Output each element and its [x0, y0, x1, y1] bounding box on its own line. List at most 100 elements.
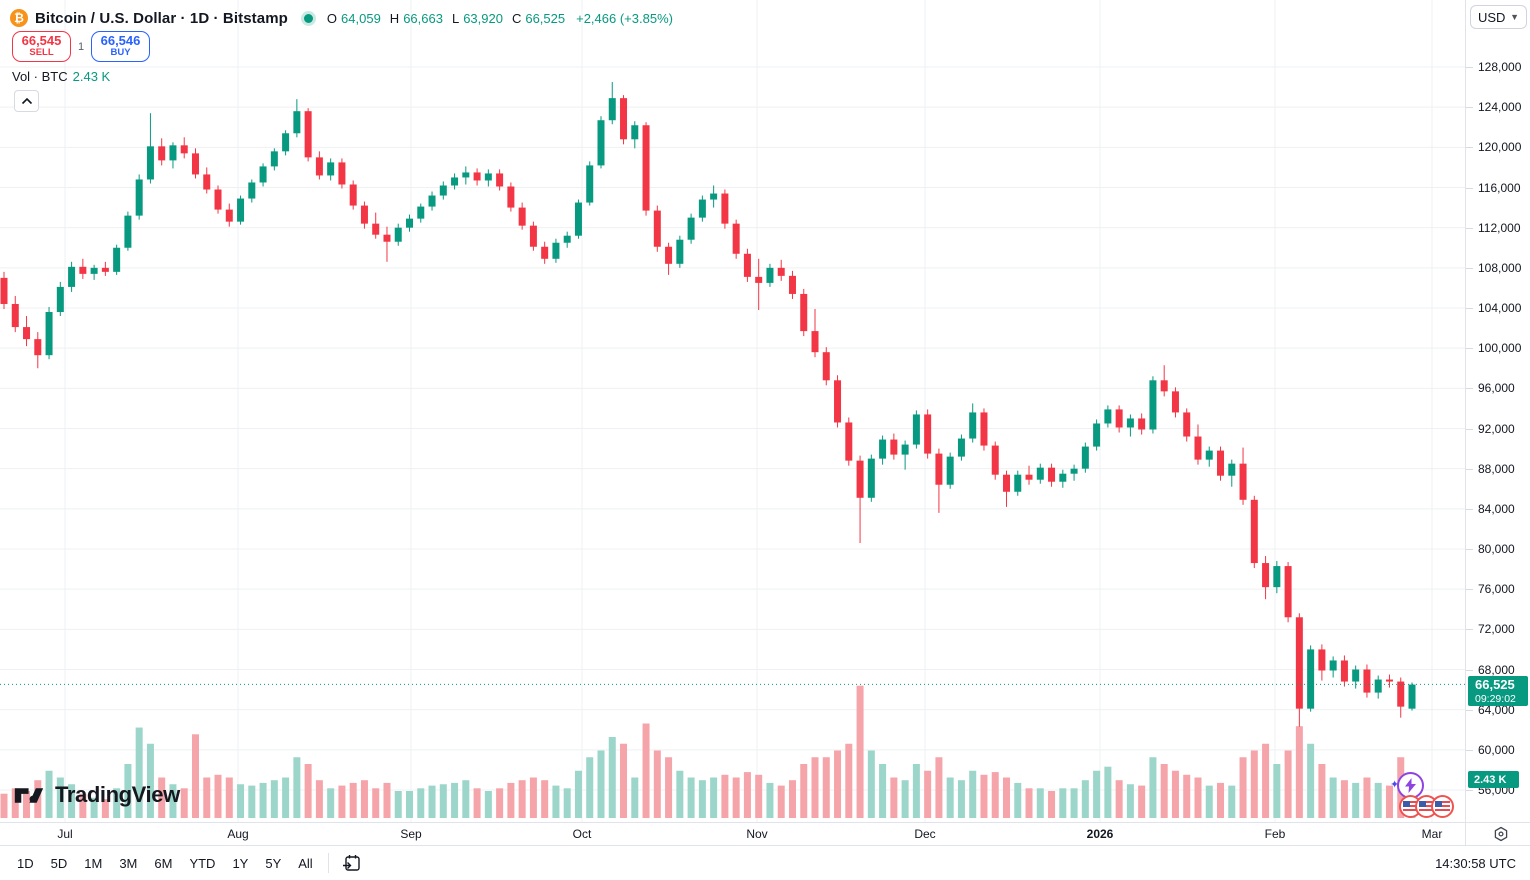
- volume-bar: [935, 757, 943, 818]
- price-axis[interactable]: USD ▼ 128,000 124,000 120,000 116,000 112,00…: [1465, 0, 1530, 845]
- last-price-value: 66,525: [1475, 677, 1515, 693]
- economic-events-cluster[interactable]: [1399, 795, 1454, 818]
- candle-body: [946, 456, 954, 485]
- candle-body: [1070, 468, 1078, 474]
- candle-body: [811, 331, 819, 353]
- volume-bar: [383, 782, 391, 818]
- volume-bar: [304, 764, 312, 818]
- volume-bar: [822, 757, 830, 818]
- candle-body: [574, 202, 582, 236]
- volume-bar: [113, 788, 121, 818]
- candle-body: [777, 267, 785, 276]
- volume-bar: [1273, 764, 1281, 818]
- candle-body: [1183, 412, 1191, 437]
- tradingview-watermark[interactable]: TradingView: [14, 782, 180, 808]
- change-value: +2,466 (+3.85%): [576, 10, 673, 26]
- open-label: O: [326, 10, 338, 26]
- candle-body: [1239, 463, 1247, 500]
- candle-body: [507, 186, 515, 208]
- time-tick-2026[interactable]: 2026: [1086, 827, 1114, 841]
- go-to-date-button[interactable]: [337, 851, 366, 876]
- sell-label: SELL: [29, 47, 54, 59]
- range-5y-button[interactable]: 5Y: [258, 852, 288, 875]
- spread-value: 1: [77, 40, 85, 53]
- volume-bar: [653, 750, 661, 818]
- candle-body: [225, 209, 233, 222]
- volume-bar: [811, 757, 819, 818]
- range-1y-button[interactable]: 1Y: [225, 852, 255, 875]
- volume-bar: [890, 777, 898, 818]
- volume-study-legend[interactable]: Vol · BTC 2.43 K: [12, 69, 110, 84]
- time-tick-mar[interactable]: Mar: [1421, 827, 1443, 841]
- bitcoin-icon: ₿: [10, 9, 28, 27]
- chart-plot[interactable]: TradingView ✦: [0, 0, 1465, 822]
- volume-bar: [631, 777, 639, 818]
- candle-body: [304, 111, 312, 158]
- volume-bar: [912, 764, 920, 818]
- volume-bar: [518, 780, 526, 818]
- candle-body: [676, 239, 684, 264]
- bottom-toolbar: 1D 5D 1M 3M 6M YTD 1Y 5Y All 14:30:58 UTC: [0, 845, 1530, 880]
- time-tick-dec[interactable]: Dec: [914, 827, 936, 841]
- open-value: 64,059: [341, 10, 381, 26]
- time-tick-jul[interactable]: Jul: [57, 827, 73, 841]
- symbol-title[interactable]: Bitcoin / U.S. Dollar · 1D · Bitstamp: [35, 9, 288, 27]
- volume-bar: [1239, 757, 1247, 818]
- candle-body: [755, 276, 763, 283]
- volume-bar: [946, 777, 954, 818]
- range-5d-button[interactable]: 5D: [44, 852, 75, 875]
- watermark-text: TradingView: [55, 782, 180, 807]
- candle-body: [237, 198, 245, 222]
- volume-bar: [1228, 785, 1236, 818]
- price-tick-label: 60,000: [1466, 742, 1515, 757]
- candle-body: [473, 172, 481, 181]
- candle-body: [496, 173, 504, 187]
- range-1m-button[interactable]: 1M: [77, 852, 109, 875]
- volume-bar: [1352, 782, 1360, 818]
- time-tick-nov[interactable]: Nov: [746, 827, 768, 841]
- candle-body: [766, 267, 774, 283]
- clock-utc[interactable]: 14:30:58 UTC: [1435, 855, 1516, 871]
- candle-body: [1002, 474, 1010, 492]
- volume-bar: [924, 770, 932, 818]
- volume-bar: [473, 788, 481, 818]
- volume-axis-badge: 2.43 K: [1468, 771, 1519, 788]
- volume-bar: [191, 734, 199, 818]
- range-all-button[interactable]: All: [291, 852, 319, 875]
- range-1d-button[interactable]: 1D: [10, 852, 41, 875]
- time-tick-feb[interactable]: Feb: [1264, 827, 1286, 841]
- collapse-panel-button[interactable]: [14, 90, 39, 112]
- candle-body: [642, 125, 650, 211]
- candle-body: [957, 438, 965, 457]
- candle-body: [879, 439, 887, 459]
- volume-bar: [225, 777, 233, 818]
- volume-bar: [1171, 770, 1179, 818]
- volume-value: 2.43 K: [72, 69, 111, 84]
- candle-body: [586, 165, 594, 203]
- price-tick-label: 120,000: [1465, 140, 1522, 155]
- range-3m-button[interactable]: 3M: [112, 852, 144, 875]
- currency-selector[interactable]: USD ▼: [1470, 5, 1527, 29]
- time-axis[interactable]: Jul Aug Sep Oct Nov Dec 2026 Feb Mar: [0, 823, 1465, 845]
- volume-bar: [879, 764, 887, 818]
- time-tick-sep[interactable]: Sep: [400, 827, 422, 841]
- price-tick-label: 80,000: [1466, 542, 1515, 556]
- settings-icon[interactable]: [1493, 826, 1509, 845]
- volume-bar: [338, 785, 346, 818]
- range-6m-button[interactable]: 6M: [147, 852, 179, 875]
- buy-button[interactable]: 66,546 BUY: [91, 31, 150, 62]
- volume-bar: [991, 772, 999, 818]
- sell-button[interactable]: 66,545 SELL: [12, 31, 71, 62]
- volume-bar: [214, 774, 222, 818]
- time-tick-aug[interactable]: Aug: [227, 827, 249, 841]
- candle-body: [394, 227, 402, 242]
- candle-body: [293, 111, 301, 134]
- candle-body: [822, 352, 830, 381]
- time-tick-oct[interactable]: Oct: [572, 827, 592, 841]
- range-ytd-button[interactable]: YTD: [182, 852, 222, 875]
- volume-bar: [1115, 780, 1123, 818]
- volume-bar: [259, 782, 267, 818]
- candle-body: [1093, 423, 1101, 447]
- volume-bar: [1194, 777, 1202, 818]
- candlestick-chart[interactable]: [0, 0, 1465, 822]
